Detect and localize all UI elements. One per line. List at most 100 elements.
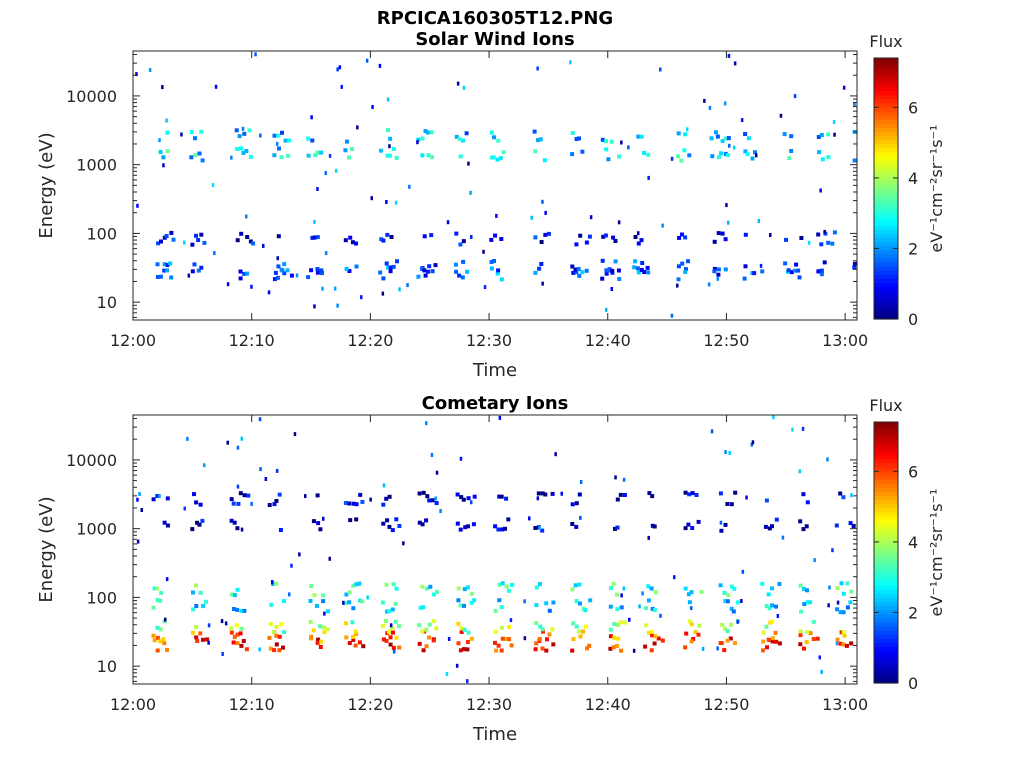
- heatmap-cell: [193, 136, 197, 141]
- heatmap-cell: [165, 577, 169, 582]
- heatmap-cell: [537, 266, 542, 271]
- heatmap-cells: [136, 415, 856, 684]
- heatmap-cell: [808, 600, 813, 605]
- heatmap-cell: [725, 629, 730, 633]
- heatmap-cell: [851, 524, 856, 528]
- heatmap-cell: [801, 527, 806, 532]
- colorbar-swatch: [874, 58, 898, 63]
- colorbar-swatch: [874, 552, 898, 558]
- heatmap-cell: [727, 220, 730, 225]
- heatmap-cell: [380, 623, 385, 628]
- heatmap-cell: [504, 496, 509, 501]
- heatmap-cell: [420, 629, 425, 634]
- heatmap-cell: [841, 630, 846, 635]
- heatmap-cell: [298, 552, 301, 557]
- heatmap-cell: [539, 240, 544, 244]
- colorbar-swatch: [874, 434, 898, 439]
- heatmap-cell: [459, 626, 464, 631]
- colorbar-swatch: [874, 601, 898, 607]
- colorbar-swatch: [874, 593, 898, 598]
- heatmap-cell: [581, 629, 585, 634]
- heatmap-cell: [353, 643, 358, 648]
- colorbar-swatch: [874, 511, 898, 517]
- heatmap-cell: [395, 259, 399, 264]
- heatmap-cell: [609, 586, 614, 591]
- heatmap-cell: [845, 581, 850, 586]
- colorbar-swatch: [874, 446, 898, 452]
- colorbar-swatch: [874, 86, 898, 92]
- colorbar-swatch: [874, 674, 898, 680]
- heatmap-cell: [644, 623, 649, 628]
- heatmap-cell: [544, 210, 547, 215]
- heatmap-cell: [224, 621, 228, 626]
- heatmap-cell: [430, 269, 435, 274]
- heatmap-cell: [819, 133, 824, 137]
- heatmap-cell: [687, 600, 692, 605]
- heatmap-cell: [719, 528, 724, 533]
- heatmap-cell: [152, 586, 157, 591]
- heatmap-cell: [834, 523, 839, 528]
- heatmap-cell: [650, 494, 655, 499]
- heatmap-cell: [577, 273, 582, 278]
- heatmap-cell: [457, 136, 462, 141]
- colorbar-frame: [873, 421, 899, 684]
- heatmap-cell: [570, 152, 575, 157]
- heatmap-cell: [471, 522, 476, 527]
- heatmap-cell: [428, 584, 433, 589]
- heatmap-cell: [573, 583, 578, 588]
- heatmap-cell: [642, 151, 647, 155]
- heatmap-cell: [716, 272, 721, 277]
- heatmap-cell: [394, 517, 399, 522]
- heatmap-cell: [269, 602, 274, 607]
- heatmap-cell: [725, 599, 730, 604]
- heatmap-cell: [276, 234, 281, 239]
- heatmap-cell: [240, 436, 243, 441]
- heatmap-cell: [347, 590, 352, 595]
- heatmap-cell: [604, 268, 609, 273]
- heatmap-cell: [162, 163, 165, 168]
- heatmap-cell: [226, 282, 230, 287]
- colorbar-swatch: [874, 438, 898, 443]
- heatmap-cell: [570, 264, 575, 269]
- colorbar-swatch: [874, 212, 898, 218]
- heatmap-cell: [619, 648, 624, 653]
- colorbar-swatch: [874, 172, 898, 177]
- heatmap-cell: [724, 450, 727, 455]
- heatmap-cell: [445, 672, 449, 676]
- heatmap-cell: [136, 497, 139, 502]
- heatmap-cell: [232, 593, 237, 598]
- heatmap-cell: [220, 619, 224, 624]
- heatmap-cell: [577, 136, 581, 141]
- heatmap-cell: [718, 641, 723, 645]
- heatmap-cell: [239, 608, 244, 613]
- heatmap-cell: [601, 234, 606, 239]
- heatmap-cell: [235, 238, 240, 243]
- heatmap-cell: [315, 267, 320, 271]
- heatmap-cell: [384, 638, 389, 643]
- heatmap-cell: [546, 231, 551, 236]
- heatmap-cell: [427, 635, 432, 640]
- heatmap-cell: [201, 603, 206, 608]
- colorbar-swatch: [874, 229, 898, 234]
- heatmap-cell: [229, 630, 234, 635]
- heatmap-cell: [308, 599, 313, 603]
- heatmap-cell: [709, 136, 714, 141]
- heatmap-cell: [246, 493, 251, 498]
- heatmap-cell: [683, 526, 688, 531]
- heatmap-cell: [642, 270, 647, 274]
- colorbar-swatch: [874, 82, 898, 88]
- heatmap-cell: [833, 132, 836, 137]
- colorbar-swatch: [874, 78, 898, 84]
- heatmap-cell: [523, 599, 526, 604]
- heatmap-cell: [393, 601, 398, 606]
- heatmap-cell: [391, 582, 396, 587]
- heatmap-cell: [819, 268, 824, 273]
- heatmap-cell: [193, 583, 198, 588]
- heatmap-cell: [242, 271, 247, 276]
- heatmap-cell: [259, 467, 262, 472]
- colorbar-swatch: [874, 208, 898, 214]
- heatmap-cell: [190, 630, 195, 635]
- colorbar-swatch: [874, 123, 898, 128]
- heatmap-cell: [787, 156, 792, 161]
- heatmap-cell: [171, 237, 176, 242]
